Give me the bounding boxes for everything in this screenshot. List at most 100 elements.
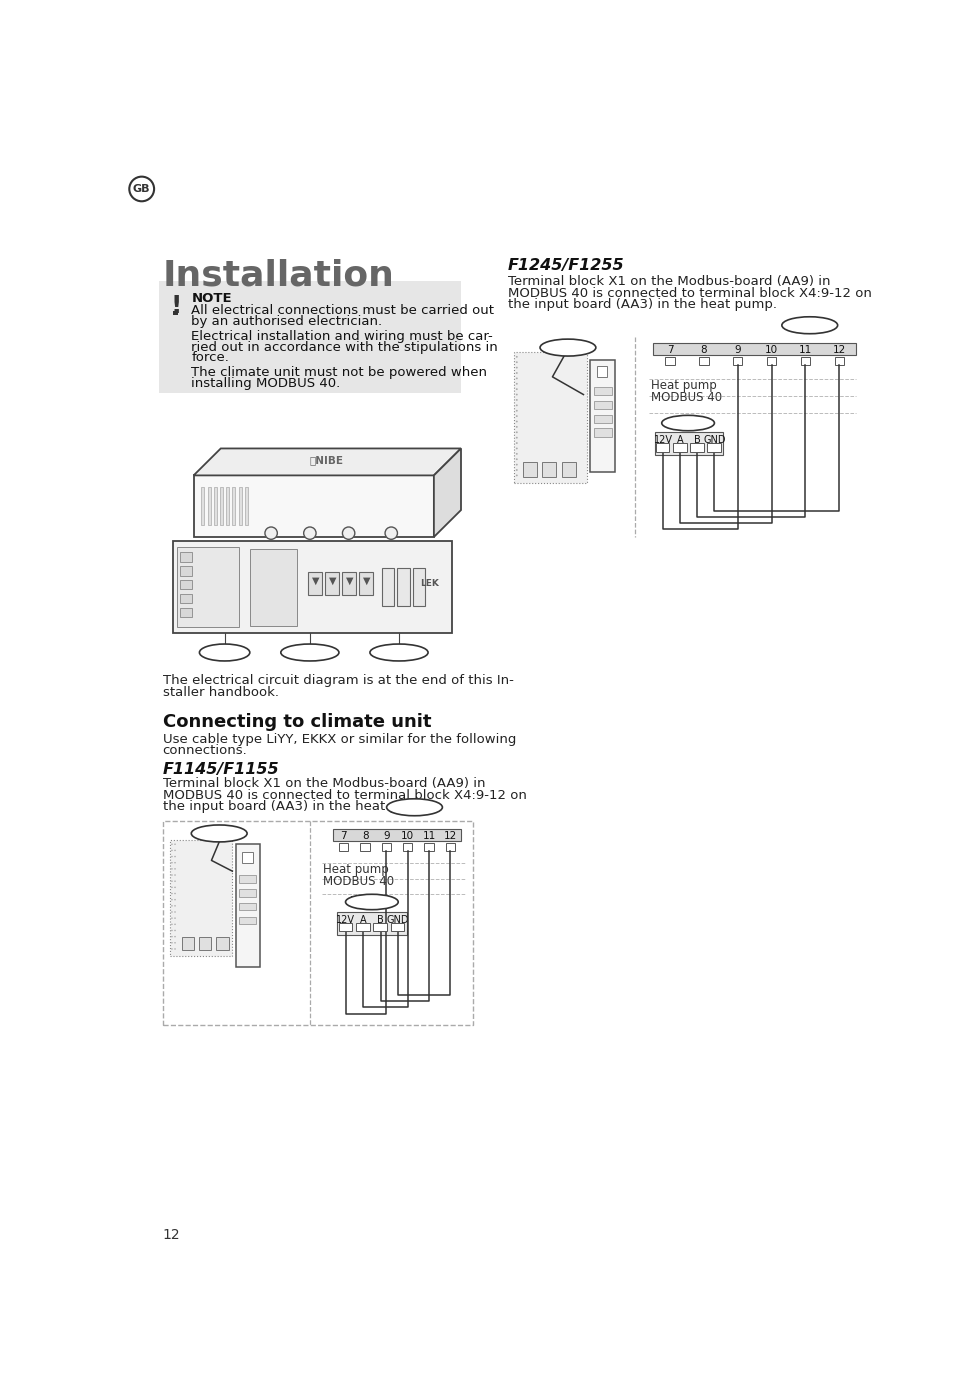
Text: The climate unit must not be powered when: The climate unit must not be powered whe… [191, 365, 488, 379]
Bar [593, 400, 612, 409]
Polygon shape [194, 448, 461, 476]
Text: F1145/F1155: F1145/F1155 [162, 762, 279, 777]
Bar [403, 843, 413, 851]
Text: F1245/F1255: F1245/F1255 [508, 258, 624, 273]
Bar [180, 566, 192, 576]
Text: LEK: LEK [420, 579, 440, 587]
Text: MODBUS 40 is connected to terminal block X4:9-12 on: MODBUS 40 is connected to terminal block… [162, 788, 526, 802]
Bar [699, 357, 708, 365]
Bar [542, 462, 557, 477]
Text: Heat pump: Heat pump [651, 379, 716, 392]
Text: GND: GND [703, 435, 726, 445]
Ellipse shape [200, 644, 250, 661]
Circle shape [171, 893, 173, 894]
Text: The electrical circuit diagram is at the end of this In-: The electrical circuit diagram is at the… [162, 674, 514, 688]
Circle shape [175, 855, 176, 858]
Circle shape [171, 875, 173, 876]
Text: 10: 10 [401, 831, 415, 841]
Bar [514, 352, 588, 483]
Circle shape [516, 420, 517, 423]
Circle shape [516, 431, 517, 434]
Circle shape [175, 949, 176, 950]
Bar [194, 476, 434, 537]
Ellipse shape [387, 799, 443, 816]
Bar [382, 568, 395, 607]
Text: the input board (AA3) in the heat pump.: the input board (AA3) in the heat pump. [162, 801, 432, 813]
Bar [382, 843, 391, 851]
Bar [177, 547, 239, 628]
Text: ▼: ▼ [363, 576, 371, 586]
Text: !: ! [170, 294, 181, 318]
Bar [180, 552, 192, 562]
Text: AA9-X1: AA9-X1 [285, 646, 335, 658]
Circle shape [516, 388, 517, 391]
Circle shape [516, 378, 517, 379]
Bar [239, 487, 242, 526]
Bar [325, 572, 339, 594]
Text: 9: 9 [734, 346, 741, 356]
Text: 12: 12 [444, 831, 457, 841]
Circle shape [175, 880, 176, 882]
Text: 12: 12 [832, 346, 846, 356]
Circle shape [171, 949, 173, 950]
Bar [356, 922, 370, 932]
Text: 8: 8 [701, 346, 708, 356]
Bar [657, 444, 669, 452]
Bar [523, 462, 537, 477]
Text: MODBUS 40: MODBUS 40 [324, 875, 395, 889]
Text: 8: 8 [362, 831, 369, 841]
Bar [182, 936, 194, 950]
Bar [180, 608, 192, 617]
Bar [596, 365, 608, 377]
Circle shape [516, 425, 517, 428]
Ellipse shape [191, 824, 247, 843]
Text: ⓃNIBE: ⓃNIBE [310, 455, 344, 465]
Bar [174, 311, 179, 315]
Circle shape [175, 923, 176, 925]
Circle shape [171, 850, 173, 851]
Circle shape [516, 393, 517, 395]
Bar [239, 917, 256, 925]
Text: AA3-X4: AA3-X4 [544, 342, 591, 354]
Bar [391, 922, 404, 932]
Bar [245, 487, 248, 526]
Text: Installation: Installation [162, 258, 395, 293]
Circle shape [265, 527, 277, 540]
Text: B: B [694, 435, 701, 445]
Circle shape [175, 875, 176, 876]
Polygon shape [434, 448, 461, 537]
Text: Use cable type LiYY, EKKX or similar for the following: Use cable type LiYY, EKKX or similar for… [162, 732, 516, 745]
Bar [216, 936, 228, 950]
Bar [239, 875, 256, 883]
Bar [424, 843, 434, 851]
Text: A: A [360, 915, 367, 925]
Text: Connecting to climate unit: Connecting to climate unit [162, 713, 431, 731]
Text: Terminal block X1 on the Modbus-board (AA9) in: Terminal block X1 on the Modbus-board (A… [508, 275, 830, 289]
Bar [158, 282, 461, 393]
Bar [339, 922, 352, 932]
Circle shape [343, 527, 355, 540]
Circle shape [175, 929, 176, 932]
Bar [653, 343, 856, 356]
Text: ▼: ▼ [328, 576, 336, 586]
Bar [834, 357, 844, 365]
Circle shape [516, 463, 517, 466]
Circle shape [175, 911, 176, 912]
Circle shape [171, 855, 173, 858]
Text: AA9: AA9 [210, 646, 239, 658]
Bar [232, 487, 235, 526]
Circle shape [516, 399, 517, 400]
Bar [339, 843, 348, 851]
Circle shape [516, 356, 517, 357]
Circle shape [175, 862, 176, 864]
Text: connections.: connections. [162, 744, 248, 757]
Ellipse shape [370, 644, 428, 661]
Text: AA9-X1: AA9-X1 [664, 417, 711, 430]
Circle shape [171, 911, 173, 912]
Bar [333, 829, 461, 841]
Bar [337, 912, 407, 935]
Bar [239, 903, 256, 911]
Text: AA3-X4: AA3-X4 [196, 827, 243, 840]
Text: 10: 10 [765, 346, 779, 356]
Text: GND: GND [387, 915, 409, 925]
